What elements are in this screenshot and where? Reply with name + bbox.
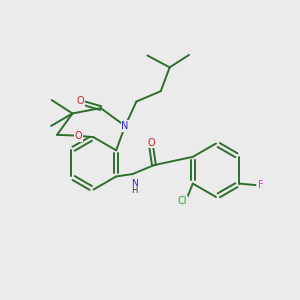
Text: N: N [130, 179, 137, 188]
Text: N: N [122, 121, 129, 131]
Text: O: O [77, 96, 85, 106]
Text: O: O [75, 131, 82, 141]
Text: O: O [147, 138, 155, 148]
Text: H: H [131, 186, 137, 195]
Text: F: F [258, 180, 264, 190]
Text: Cl: Cl [178, 196, 188, 206]
